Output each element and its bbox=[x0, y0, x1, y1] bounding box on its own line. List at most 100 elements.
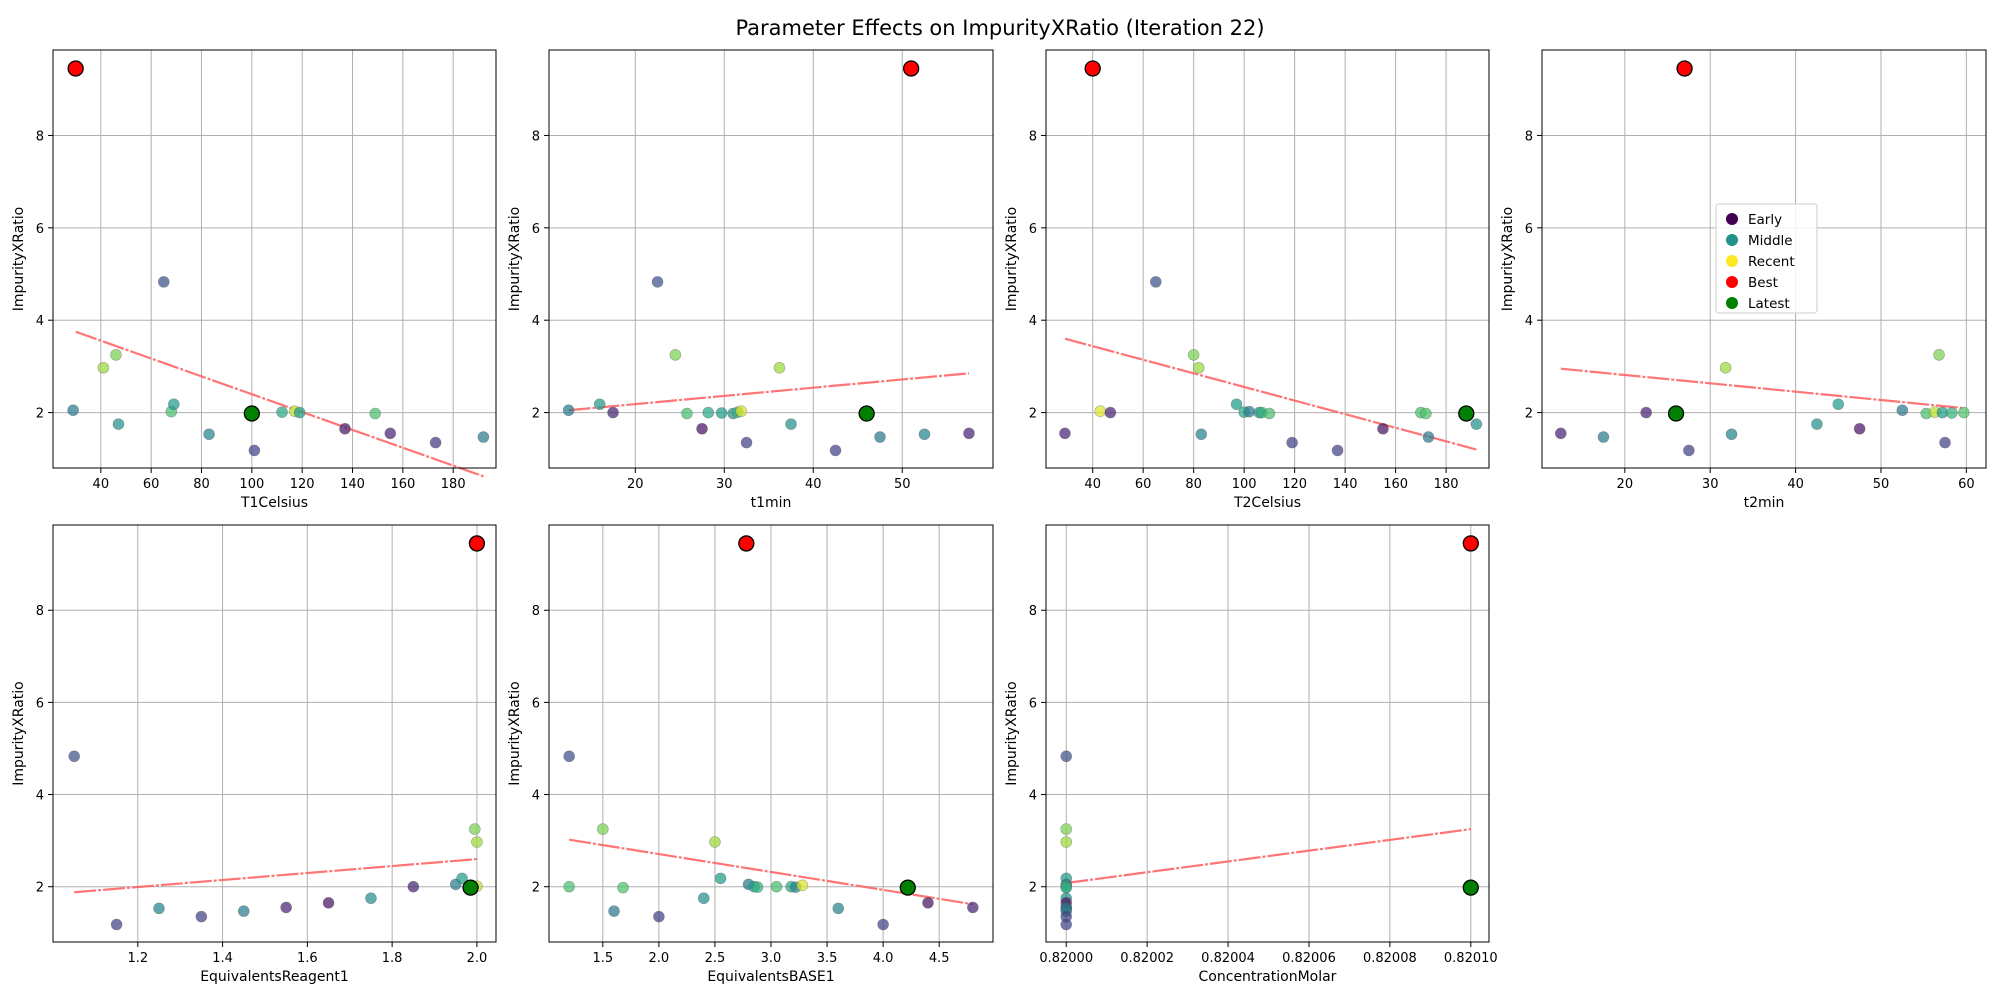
plot-frame bbox=[548, 49, 994, 469]
data-point bbox=[110, 918, 123, 931]
data-point bbox=[1811, 418, 1823, 430]
data-point bbox=[597, 823, 609, 835]
x-tick-label: 60 bbox=[143, 477, 160, 492]
data-point bbox=[97, 361, 110, 374]
y-axis-label: ImpurityXRatio bbox=[11, 207, 27, 311]
data-point bbox=[280, 901, 292, 914]
y-tick-label: 2 bbox=[1525, 407, 1533, 422]
data-point bbox=[1195, 428, 1208, 441]
trend-line bbox=[568, 372, 970, 412]
x-tick-label: 160 bbox=[1383, 477, 1408, 492]
x-tick-label: 0.82010 bbox=[1444, 951, 1498, 966]
subplot-5: 1.2 1.4 1.6 1.8 2.0 2 4 6 8 EquivalentsReagent1 Im… bbox=[11, 524, 497, 985]
subplot-3: 40 60 80 100 120 140 160 180 2 4 6 8 T2Celsius Impuri… bbox=[1004, 49, 1490, 511]
trend-line bbox=[1560, 367, 1963, 410]
y-tick-label: 4 bbox=[36, 314, 44, 329]
x-tick-label: 180 bbox=[441, 477, 466, 492]
data-point bbox=[1939, 436, 1951, 449]
plot-frame bbox=[1045, 524, 1490, 943]
x-axis-label: T2Celsius bbox=[1233, 495, 1301, 511]
data-point bbox=[607, 406, 619, 419]
legend-marker bbox=[1726, 297, 1738, 309]
x-tick-label: 100 bbox=[1232, 477, 1257, 492]
x-tick-label: 50 bbox=[1873, 477, 1890, 492]
trend-line bbox=[75, 330, 484, 478]
latest-point bbox=[243, 405, 260, 422]
best-point bbox=[902, 60, 920, 77]
data-point bbox=[1060, 823, 1073, 835]
latest-point bbox=[899, 879, 916, 896]
data-point bbox=[770, 880, 783, 893]
data-point bbox=[293, 406, 306, 419]
x-tick-label: 2.5 bbox=[705, 951, 726, 966]
data-point bbox=[1946, 407, 1958, 419]
data-point bbox=[365, 892, 377, 905]
x-tick-label: 3.5 bbox=[817, 951, 838, 966]
best-point bbox=[1676, 60, 1693, 77]
data-point bbox=[1263, 407, 1276, 420]
data-point bbox=[697, 892, 710, 905]
trend-line bbox=[1064, 337, 1477, 451]
data-point bbox=[773, 361, 786, 374]
data-point bbox=[608, 905, 620, 917]
subplot-7: 0.82000 0.82002 0.82004 0.82006 0.82008 0.820… bbox=[1004, 524, 1498, 985]
data-point bbox=[157, 276, 170, 288]
data-point bbox=[1060, 836, 1073, 848]
y-tick-label: 2 bbox=[532, 407, 540, 422]
y-tick-label: 8 bbox=[1525, 129, 1533, 144]
data-point bbox=[751, 881, 764, 893]
data-point bbox=[967, 901, 979, 914]
x-axis-label: T1Celsius bbox=[240, 495, 308, 511]
x-tick-label: 1.5 bbox=[592, 951, 613, 966]
legend-label: Best bbox=[1748, 275, 1778, 291]
data-point bbox=[829, 444, 842, 457]
data-point bbox=[740, 436, 753, 449]
y-tick-label: 4 bbox=[532, 314, 540, 329]
data-point bbox=[203, 428, 215, 441]
data-point bbox=[735, 405, 747, 417]
legend-label: Recent bbox=[1748, 254, 1795, 270]
plot-frame bbox=[52, 524, 497, 943]
y-tick-label: 6 bbox=[1029, 222, 1037, 237]
data-point bbox=[874, 431, 886, 443]
y-tick-label: 2 bbox=[532, 881, 540, 896]
data-point bbox=[471, 836, 483, 848]
data-point bbox=[1377, 422, 1389, 435]
data-point bbox=[1420, 407, 1432, 420]
x-tick-label: 3.0 bbox=[761, 951, 782, 966]
y-tick-label: 4 bbox=[532, 789, 540, 804]
x-tick-label: 160 bbox=[390, 477, 415, 492]
trend-line bbox=[74, 857, 478, 894]
y-tick-label: 6 bbox=[532, 222, 540, 237]
latest-point bbox=[1458, 405, 1475, 422]
data-point bbox=[1187, 349, 1200, 361]
best-point bbox=[1462, 535, 1479, 552]
data-point bbox=[1683, 444, 1695, 457]
x-tick-label: 60 bbox=[1135, 477, 1152, 492]
x-tick-label: 0.82000 bbox=[1039, 951, 1093, 966]
subplot-1: 40 60 80 100 120 140 160 180 2 4 6 8 T1Celsius Impuri… bbox=[11, 49, 497, 511]
y-tick-label: 2 bbox=[1029, 407, 1037, 422]
x-tick-label: 60 bbox=[1958, 477, 1975, 492]
x-tick-label: 180 bbox=[1434, 477, 1459, 492]
data-point bbox=[110, 349, 122, 361]
legend-label: Middle bbox=[1748, 233, 1793, 249]
x-tick-label: 2.0 bbox=[649, 951, 670, 966]
data-point bbox=[1958, 406, 1970, 419]
data-point bbox=[112, 418, 125, 430]
x-tick-label: 4.0 bbox=[873, 951, 894, 966]
y-tick-label: 8 bbox=[36, 604, 44, 619]
data-point bbox=[1104, 406, 1117, 419]
data-point bbox=[709, 836, 721, 848]
x-tick-label: 40 bbox=[805, 477, 822, 492]
data-point bbox=[1725, 428, 1738, 441]
x-tick-label: 100 bbox=[239, 477, 264, 492]
y-tick-label: 6 bbox=[36, 222, 44, 237]
data-point bbox=[714, 872, 727, 885]
latest-point bbox=[462, 879, 479, 896]
plot-frame bbox=[52, 49, 497, 469]
y-axis-label: ImpurityXRatio bbox=[507, 207, 523, 311]
data-point bbox=[832, 902, 845, 915]
y-tick-label: 4 bbox=[1029, 314, 1037, 329]
y-tick-label: 2 bbox=[36, 881, 44, 896]
